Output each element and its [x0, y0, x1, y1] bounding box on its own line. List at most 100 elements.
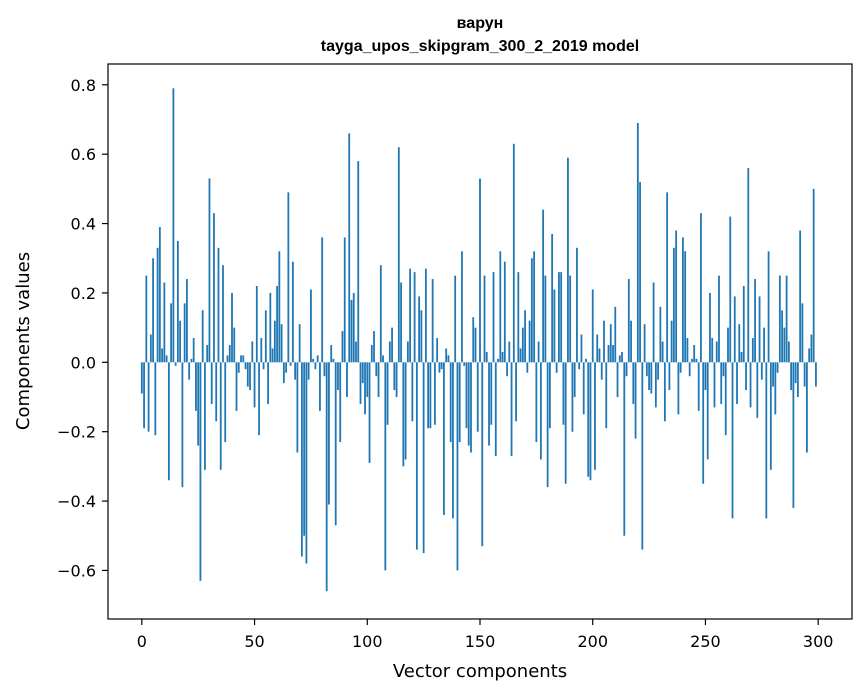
bar — [278, 251, 281, 363]
bar — [715, 341, 718, 363]
bar — [596, 334, 599, 363]
bar — [497, 358, 499, 363]
bar — [463, 362, 466, 366]
bar — [643, 324, 646, 363]
bar — [294, 362, 297, 380]
y-axis: −0.6 −0.4 −0.2 0.0 0.2 0.4 0.6 0.8 — [57, 76, 108, 580]
bar — [772, 362, 774, 387]
bar — [300, 362, 303, 557]
bar — [251, 341, 254, 363]
y-axis-label: Components values — [13, 252, 34, 430]
bar — [452, 362, 454, 519]
bar — [314, 362, 317, 370]
bar — [539, 362, 542, 460]
bar — [296, 362, 299, 453]
bar — [161, 348, 164, 363]
bar — [709, 292, 711, 363]
bar — [571, 362, 574, 432]
bar — [316, 355, 319, 363]
bar — [273, 320, 276, 363]
bar — [341, 331, 344, 363]
bar — [366, 362, 369, 397]
bar — [476, 362, 479, 432]
bar — [240, 355, 242, 363]
bar — [623, 362, 626, 536]
bar — [763, 327, 765, 363]
bar — [276, 286, 278, 363]
bar — [235, 362, 238, 411]
bar — [364, 362, 366, 415]
bar — [145, 275, 148, 363]
bar — [264, 310, 267, 363]
bar — [517, 272, 520, 363]
bar — [156, 247, 159, 363]
bar — [760, 362, 763, 380]
bar — [679, 362, 682, 373]
bar — [803, 362, 806, 387]
bar — [348, 133, 351, 363]
bar — [224, 362, 227, 443]
bar — [718, 275, 720, 363]
bar — [576, 247, 578, 363]
bar — [756, 362, 759, 418]
bar — [323, 362, 326, 377]
bar — [472, 317, 475, 363]
bar — [616, 362, 619, 397]
bar — [291, 261, 294, 363]
bar — [607, 344, 610, 363]
bar — [783, 327, 786, 363]
bar — [544, 275, 547, 363]
bar — [188, 362, 191, 380]
bar — [533, 251, 536, 363]
bar — [233, 327, 236, 363]
bar — [686, 338, 689, 363]
bar — [627, 279, 630, 363]
bar — [222, 265, 224, 363]
bar — [515, 362, 517, 422]
bar — [219, 362, 222, 470]
bar — [675, 230, 678, 363]
bar — [733, 296, 736, 363]
bar — [307, 362, 310, 380]
bar — [332, 358, 335, 363]
bar — [666, 192, 669, 363]
bar — [375, 362, 378, 377]
x-tick-label: 300 — [803, 632, 834, 651]
bar — [436, 338, 439, 363]
bar — [729, 216, 732, 363]
bar — [742, 286, 745, 363]
bar — [790, 362, 793, 391]
bar — [785, 275, 788, 363]
bar — [787, 341, 790, 363]
bar — [282, 362, 285, 384]
bar — [594, 362, 596, 470]
bar — [605, 362, 608, 429]
bar — [758, 296, 761, 363]
bar — [691, 358, 693, 363]
bar — [215, 362, 218, 422]
x-tick-label: 250 — [690, 632, 721, 651]
bar — [578, 362, 581, 370]
bar — [688, 362, 691, 377]
bar — [413, 272, 416, 363]
bar — [501, 351, 504, 363]
bar — [231, 292, 233, 363]
bar — [429, 362, 432, 429]
bar — [262, 362, 265, 370]
bar — [404, 362, 407, 460]
bar — [361, 362, 364, 384]
bar — [490, 362, 493, 425]
bar — [598, 348, 601, 363]
bar — [181, 362, 184, 488]
bar — [749, 362, 752, 408]
bar — [677, 362, 680, 415]
bar — [747, 168, 750, 363]
bar — [176, 240, 179, 363]
bar — [648, 362, 650, 391]
bar — [258, 362, 260, 436]
bar — [767, 251, 770, 363]
bar — [810, 334, 813, 363]
bar — [582, 362, 585, 415]
bar — [645, 362, 648, 377]
bar — [499, 251, 502, 363]
